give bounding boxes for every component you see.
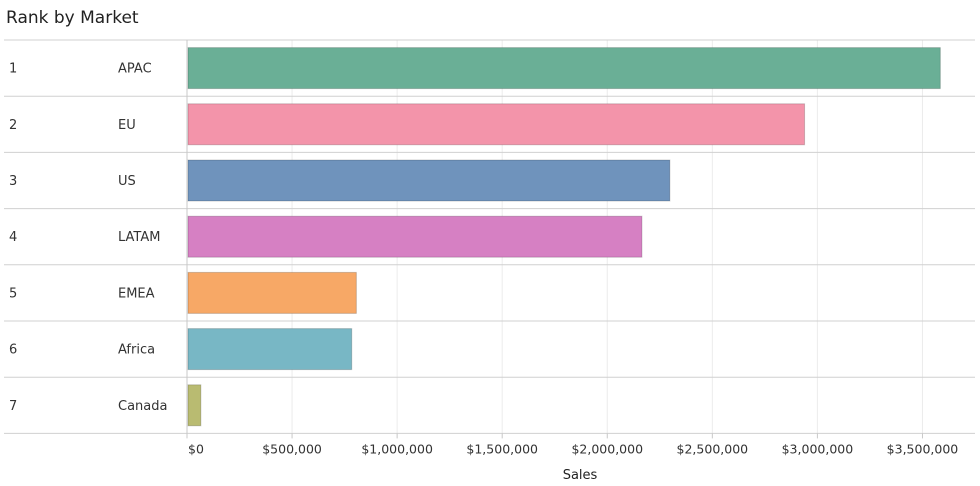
rank-label: 3 [9, 174, 17, 189]
rank-label: 7 [9, 399, 17, 414]
bar-apac[interactable] [187, 47, 941, 90]
category-label-latam: LATAM [118, 230, 160, 245]
category-label-apac: APAC [118, 62, 152, 77]
rank-label: 6 [9, 343, 17, 358]
category-label-emea: EMEA [118, 286, 155, 301]
category-label-eu: EU [118, 118, 136, 133]
x-tick-label: $3,000,000 [782, 441, 854, 456]
x-tick-label: $1,500,000 [466, 441, 538, 456]
bar-africa[interactable] [187, 328, 353, 371]
x-axis-label: Sales [563, 468, 598, 483]
rank-label: 4 [9, 230, 17, 245]
rank-label: 2 [9, 118, 17, 133]
chart-title: Rank by Market [6, 8, 139, 28]
bar-latam[interactable] [187, 215, 643, 258]
rank-label: 5 [9, 286, 17, 301]
bar-emea[interactable] [187, 271, 357, 314]
x-tick-label: $3,500,000 [887, 441, 959, 456]
bar-us[interactable] [187, 159, 671, 202]
x-tick-label: $1,000,000 [361, 441, 433, 456]
bar-canada[interactable] [187, 384, 202, 427]
category-label-africa: Africa [118, 343, 155, 358]
x-tick-label: $2,500,000 [677, 441, 749, 456]
category-label-us: US [118, 174, 136, 189]
rank-label: 1 [9, 62, 17, 77]
bar-eu[interactable] [187, 103, 806, 146]
category-label-canada: Canada [118, 399, 167, 414]
x-tick-label: $2,000,000 [571, 441, 643, 456]
x-tick-label: $500,000 [262, 441, 322, 456]
x-tick-label: $0 [188, 441, 204, 456]
